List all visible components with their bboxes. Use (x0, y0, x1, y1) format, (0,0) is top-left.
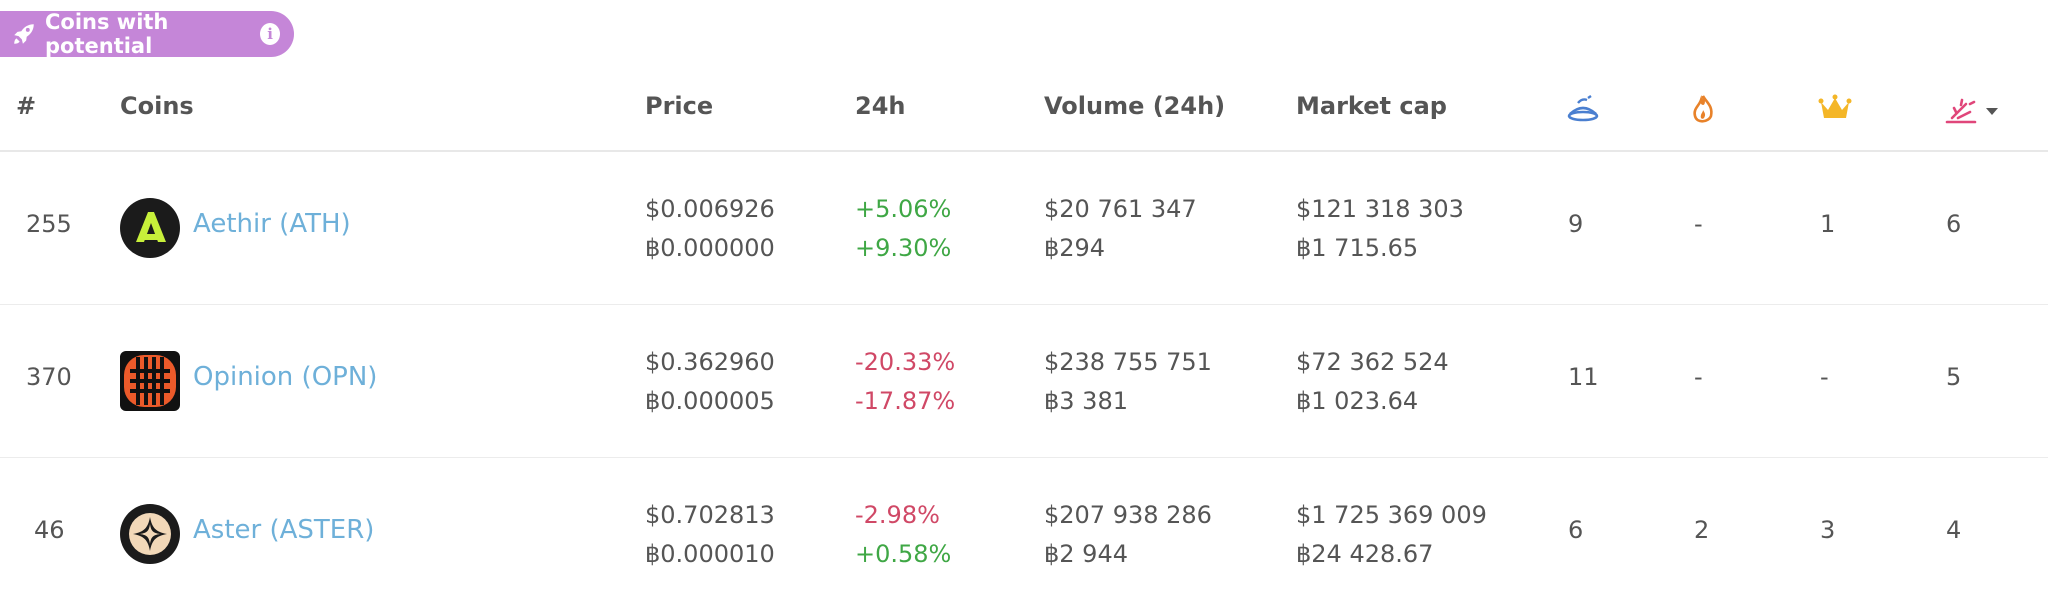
sparkle-count: 5 (1946, 363, 1962, 391)
price-usd: $0.362960 (645, 348, 775, 376)
rank: 46 (34, 516, 65, 544)
header-volume[interactable]: Volume (24h) (1044, 92, 1226, 120)
coin-name-link[interactable]: Aethir (ATH) (193, 209, 351, 239)
fire-count: 2 (1694, 516, 1710, 544)
price-btc: ฿0.000000 (645, 234, 775, 262)
volume-cell: $207 938 286 ฿2 944 (1044, 496, 1212, 574)
price-cell: $0.006926 ฿0.000000 (645, 190, 775, 268)
change-cell: +5.06% +9.30% (855, 190, 951, 268)
rank: 370 (26, 363, 72, 391)
rocket-icon (11, 21, 37, 47)
volume-usd: $238 755 751 (1044, 348, 1212, 376)
volume-btc: ฿2 944 (1044, 540, 1128, 568)
mcap-btc: ฿1 023.64 (1296, 387, 1419, 415)
price-btc: ฿0.000010 (645, 540, 775, 568)
coin-name-link[interactable]: Opinion (OPN) (193, 362, 378, 392)
volume-usd: $207 938 286 (1044, 501, 1212, 529)
crown-count: - (1820, 363, 1829, 391)
change-cell: -20.33% -17.87% (855, 343, 955, 421)
table-row[interactable]: 46 Aster (ASTER) $0.702813 ฿0.000010 -2.… (0, 458, 2048, 610)
header-market-cap[interactable]: Market cap (1296, 92, 1447, 120)
price-usd: $0.702813 (645, 501, 775, 529)
header-price[interactable]: Price (645, 92, 714, 120)
price-btc: ฿0.000005 (645, 387, 775, 415)
change-usd: -2.98% (855, 501, 940, 529)
coins-table: # Coins Price 24h Volume (24h) Market ca… (0, 70, 2048, 610)
volume-btc: ฿294 (1044, 234, 1106, 262)
price-cell: $0.362960 ฿0.000005 (645, 343, 775, 421)
aster-logo-icon[interactable] (120, 504, 180, 564)
change-cell: -2.98% +0.58% (855, 496, 951, 574)
fire-icon[interactable] (1690, 94, 1726, 126)
badge-label: Coins with potential (45, 10, 169, 58)
price-cell: $0.702813 ฿0.000010 (645, 496, 775, 574)
change-usd: +5.06% (855, 195, 952, 223)
change-usd: -20.33% (855, 348, 956, 376)
header-coins[interactable]: Coins (120, 92, 194, 120)
table-header: # Coins Price 24h Volume (24h) Market ca… (0, 70, 2048, 152)
volume-cell: $20 761 347 ฿294 (1044, 190, 1197, 268)
mcap-usd: $1 725 369 009 (1296, 501, 1487, 529)
fire-count: - (1694, 210, 1703, 238)
dish-count: 6 (1568, 516, 1584, 544)
price-usd: $0.006926 (645, 195, 775, 223)
coin-name-link[interactable]: Aster (ASTER) (193, 515, 375, 545)
dish-icon[interactable] (1566, 94, 1602, 126)
dish-count: 9 (1568, 210, 1584, 238)
mcap-btc: ฿24 428.67 (1296, 540, 1434, 568)
sparkle-count: 4 (1946, 516, 1962, 544)
volume-usd: $20 761 347 (1044, 195, 1197, 223)
header-rank[interactable]: # (16, 92, 37, 120)
dish-count: 11 (1568, 363, 1599, 391)
sort-down-caret-icon (1986, 108, 1998, 115)
change-btc: -17.87% (855, 387, 956, 415)
market-cap-cell: $1 725 369 009 ฿24 428.67 (1296, 496, 1487, 574)
market-cap-cell: $72 362 524 ฿1 023.64 (1296, 343, 1449, 421)
mcap-btc: ฿1 715.65 (1296, 234, 1419, 262)
crown-count: 3 (1820, 516, 1836, 544)
mcap-usd: $72 362 524 (1296, 348, 1449, 376)
volume-cell: $238 755 751 ฿3 381 (1044, 343, 1212, 421)
coins-with-potential-badge[interactable]: Coins with potential i (0, 10, 294, 58)
volume-btc: ฿3 381 (1044, 387, 1128, 415)
mcap-usd: $121 318 303 (1296, 195, 1464, 223)
change-btc: +9.30% (855, 234, 952, 262)
table-row[interactable]: 370 Opinion (OPN) $0.362960 ฿0.000005 -2… (0, 305, 2048, 458)
table-row[interactable]: 255 Aethir (ATH) $0.006926 ฿0.000000 +5.… (0, 152, 2048, 305)
header-24h[interactable]: 24h (855, 92, 906, 120)
rank: 255 (26, 210, 72, 238)
crown-count: 1 (1820, 210, 1836, 238)
fire-count: - (1694, 363, 1703, 391)
info-icon[interactable]: i (260, 23, 280, 45)
sparkle-icon[interactable] (1944, 94, 2006, 126)
change-btc: +0.58% (855, 540, 952, 568)
opinion-logo-icon[interactable] (120, 351, 180, 411)
market-cap-cell: $121 318 303 ฿1 715.65 (1296, 190, 1464, 268)
crown-icon[interactable] (1818, 94, 1854, 126)
aethir-logo-icon[interactable] (120, 198, 180, 258)
sparkle-count: 6 (1946, 210, 1962, 238)
